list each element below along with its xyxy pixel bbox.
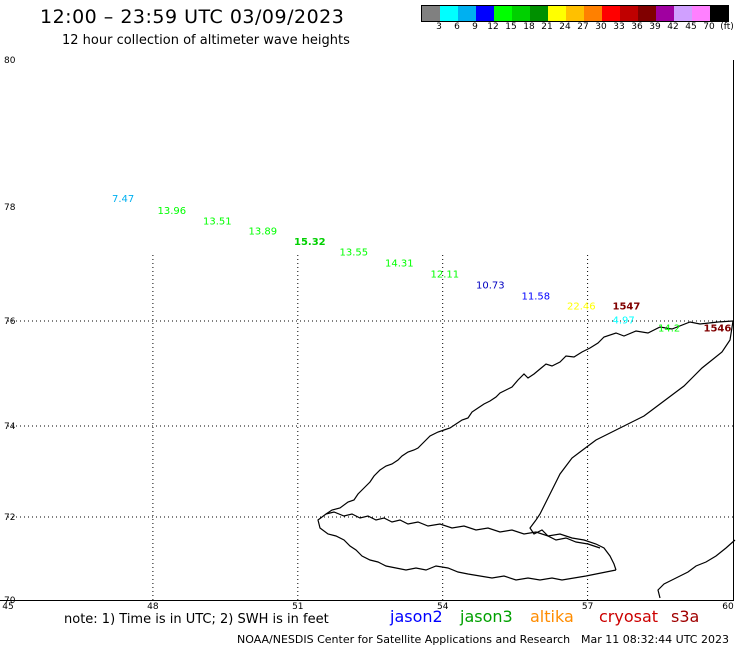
longitude-label: 45 (2, 602, 13, 612)
mainland-coastline (657, 539, 736, 599)
satellite-legend-entry: jason2 (390, 607, 443, 626)
wave-height-value: 13.55 (340, 247, 369, 258)
coastline (317, 320, 736, 599)
wave-height-value: 15.32 (294, 237, 326, 248)
longitude-label: 51 (292, 602, 303, 612)
southern-island-coastline (325, 511, 617, 571)
color-scale-label: 39 (649, 22, 661, 32)
color-swatch (476, 6, 494, 21)
satellite-legend-entry: altika (530, 607, 574, 626)
wave-height-value: 13.96 (158, 206, 187, 217)
color-swatch (620, 6, 638, 21)
color-swatch (530, 6, 548, 21)
color-scale-label: 3 (436, 22, 442, 32)
wave-height-value: 4.97 (613, 316, 635, 327)
longitude-label: 60 (722, 602, 734, 612)
color-swatch (584, 6, 602, 21)
color-scale-label: 45 (685, 22, 697, 32)
color-swatch (422, 6, 440, 21)
page-title: 12:00 – 23:59 UTC 03/09/2023 (40, 6, 345, 28)
color-scale-label: 24 (559, 22, 571, 32)
map-right-border (733, 60, 734, 601)
color-scale-label: 70 (703, 22, 715, 32)
color-scale-label: 9 (472, 22, 478, 32)
color-swatch (494, 6, 512, 21)
color-scale-label: 30 (595, 22, 607, 32)
wave-height-value: 7.47 (112, 194, 134, 205)
generated-timestamp: Mar 11 08:32:44 UTC 2023 (581, 633, 729, 646)
satellite-legend-entry: cryosat (599, 607, 659, 626)
color-scale-label: 18 (523, 22, 535, 32)
novaya-zemlya-coastline (317, 320, 734, 581)
strait-coastline (529, 519, 601, 549)
color-scale-label: 27 (577, 22, 589, 32)
wave-height-value: 10.73 (476, 281, 505, 292)
latitude-label: 76 (4, 317, 16, 327)
satellite-legend-entry: jason3 (460, 607, 513, 626)
map-bottom-border (0, 600, 734, 601)
wave-height-value: 22.46 (567, 302, 596, 313)
color-scale-label: 21 (541, 22, 553, 32)
color-scale-label: 12 (487, 22, 499, 32)
wave-height-value: 14.31 (385, 258, 414, 269)
units-note: note: 1) Time is in UTC; 2) SWH is in fe… (64, 612, 329, 627)
graticule (8, 255, 734, 600)
color-scale-label: 36 (631, 22, 643, 32)
longitude-label: 54 (437, 602, 449, 612)
latitude-label: 74 (4, 422, 16, 432)
color-swatch (566, 6, 584, 21)
wave-height-color-scale (421, 5, 729, 22)
color-swatch (638, 6, 656, 21)
latitude-label: 72 (4, 513, 15, 523)
longitude-label: 57 (582, 602, 593, 612)
color-swatch (692, 6, 710, 21)
color-swatch (602, 6, 620, 21)
wave-height-measurements: 7.47 13.96 13.51 13.89 15.32 13.55 14.31 12.11 1… (112, 194, 731, 335)
color-swatch (458, 6, 476, 21)
color-swatch (512, 6, 530, 21)
credit-line: NOAA/NESDIS Center for Satellite Applica… (237, 633, 571, 646)
wave-height-value: 13.89 (249, 226, 278, 237)
color-scale-label: (ft) (720, 22, 734, 32)
page-subtitle: 12 hour collection of altimeter wave hei… (62, 33, 350, 48)
wave-height-value: 13.51 (203, 217, 232, 228)
color-swatch (548, 6, 566, 21)
wave-height-value: 14.2 (658, 324, 680, 335)
color-scale-label: 42 (667, 22, 679, 32)
satellite-legend-entry: s3a (671, 607, 700, 626)
latitude-label: 78 (4, 203, 16, 213)
color-swatch (710, 6, 728, 21)
wave-height-value: 1546 (704, 324, 732, 335)
wave-height-value: 11.58 (522, 291, 551, 302)
wave-height-value: 12.11 (431, 270, 460, 281)
color-swatch (674, 6, 692, 21)
latitude-label: 80 (4, 56, 16, 66)
wave-height-value: 1547 (613, 302, 641, 313)
northern-island-east-coast (535, 320, 734, 521)
color-scale-label: 6 (454, 22, 460, 32)
longitude-labels: 45 48 51 54 57 60 (2, 602, 734, 612)
color-swatch (656, 6, 674, 21)
color-scale-label: 15 (505, 22, 517, 32)
color-scale-label: 33 (613, 22, 625, 32)
color-swatch (440, 6, 458, 21)
longitude-label: 48 (147, 602, 159, 612)
